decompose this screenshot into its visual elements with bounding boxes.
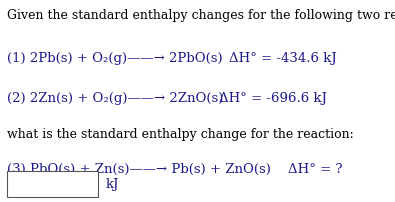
Text: (2) 2Zn(s) + O₂(g)——→ 2ZnO(s): (2) 2Zn(s) + O₂(g)——→ 2ZnO(s) bbox=[7, 92, 224, 105]
Text: what is the standard enthalpy change for the reaction:: what is the standard enthalpy change for… bbox=[7, 127, 354, 140]
Text: ΔH° = -434.6 kJ: ΔH° = -434.6 kJ bbox=[229, 52, 337, 64]
Text: (1) 2Pb(s) + O₂(g)——→ 2PbO(s): (1) 2Pb(s) + O₂(g)——→ 2PbO(s) bbox=[7, 52, 223, 64]
Text: (3) PbO(s) + Zn(s)——→ Pb(s) + ZnO(s): (3) PbO(s) + Zn(s)——→ Pb(s) + ZnO(s) bbox=[7, 163, 271, 176]
Bar bbox=[7, 171, 98, 197]
Text: kJ: kJ bbox=[106, 177, 119, 190]
Text: ΔH° = ?: ΔH° = ? bbox=[288, 163, 343, 176]
Text: Given the standard enthalpy changes for the following two reactions:: Given the standard enthalpy changes for … bbox=[7, 9, 395, 22]
Text: ΔH° = -696.6 kJ: ΔH° = -696.6 kJ bbox=[219, 92, 327, 105]
